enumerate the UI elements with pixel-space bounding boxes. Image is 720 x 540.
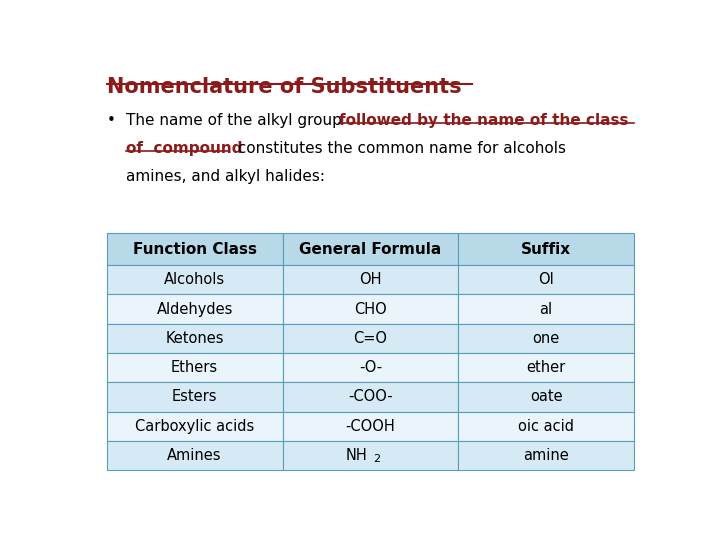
Bar: [282, 411, 459, 441]
Bar: [107, 353, 282, 382]
Text: of  compound: of compound: [126, 141, 243, 156]
Bar: [459, 233, 634, 265]
Text: Function Class: Function Class: [132, 242, 256, 256]
Text: C=O: C=O: [354, 331, 387, 346]
Bar: [107, 265, 282, 294]
Text: The name of the alkyl group: The name of the alkyl group: [126, 113, 347, 127]
Text: OH: OH: [359, 272, 382, 287]
Text: amines, and alkyl halides:: amines, and alkyl halides:: [126, 169, 325, 184]
Bar: [282, 382, 459, 411]
Bar: [282, 353, 459, 382]
Bar: [107, 382, 282, 411]
Bar: [107, 233, 282, 265]
Bar: [107, 324, 282, 353]
Text: Esters: Esters: [172, 389, 217, 404]
Bar: [459, 411, 634, 441]
Text: oic acid: oic acid: [518, 419, 574, 434]
Bar: [459, 353, 634, 382]
Bar: [282, 324, 459, 353]
Text: oate: oate: [530, 389, 562, 404]
Bar: [107, 294, 282, 324]
Text: -O-: -O-: [359, 360, 382, 375]
Text: Amines: Amines: [167, 448, 222, 463]
Text: Nomenclature of Substituents: Nomenclature of Substituents: [107, 77, 462, 97]
Text: •: •: [107, 113, 116, 127]
Bar: [282, 441, 459, 470]
Bar: [459, 441, 634, 470]
Bar: [282, 265, 459, 294]
Text: Aldehydes: Aldehydes: [156, 302, 233, 316]
Text: Ketones: Ketones: [166, 331, 224, 346]
Bar: [107, 441, 282, 470]
Text: -COO-: -COO-: [348, 389, 392, 404]
Text: one: one: [533, 331, 559, 346]
Text: 2: 2: [373, 454, 380, 464]
Bar: [107, 411, 282, 441]
Text: amine: amine: [523, 448, 569, 463]
Bar: [282, 294, 459, 324]
Text: -COOH: -COOH: [346, 419, 395, 434]
Text: Alcohols: Alcohols: [164, 272, 225, 287]
Text: Suffix: Suffix: [521, 242, 571, 256]
Text: CHO: CHO: [354, 302, 387, 316]
Text: Carboxylic acids: Carboxylic acids: [135, 419, 254, 434]
Bar: [459, 324, 634, 353]
Text: followed by the name of the class: followed by the name of the class: [339, 113, 629, 127]
Text: Ol: Ol: [539, 272, 554, 287]
Text: General Formula: General Formula: [300, 242, 441, 256]
Text: NH: NH: [346, 448, 368, 463]
Bar: [459, 265, 634, 294]
Text: ether: ether: [526, 360, 566, 375]
Bar: [459, 382, 634, 411]
Text: Ethers: Ethers: [171, 360, 218, 375]
Text: constitutes the common name for alcohols: constitutes the common name for alcohols: [228, 141, 566, 156]
Bar: [282, 233, 459, 265]
Text: al: al: [539, 302, 553, 316]
Bar: [459, 294, 634, 324]
